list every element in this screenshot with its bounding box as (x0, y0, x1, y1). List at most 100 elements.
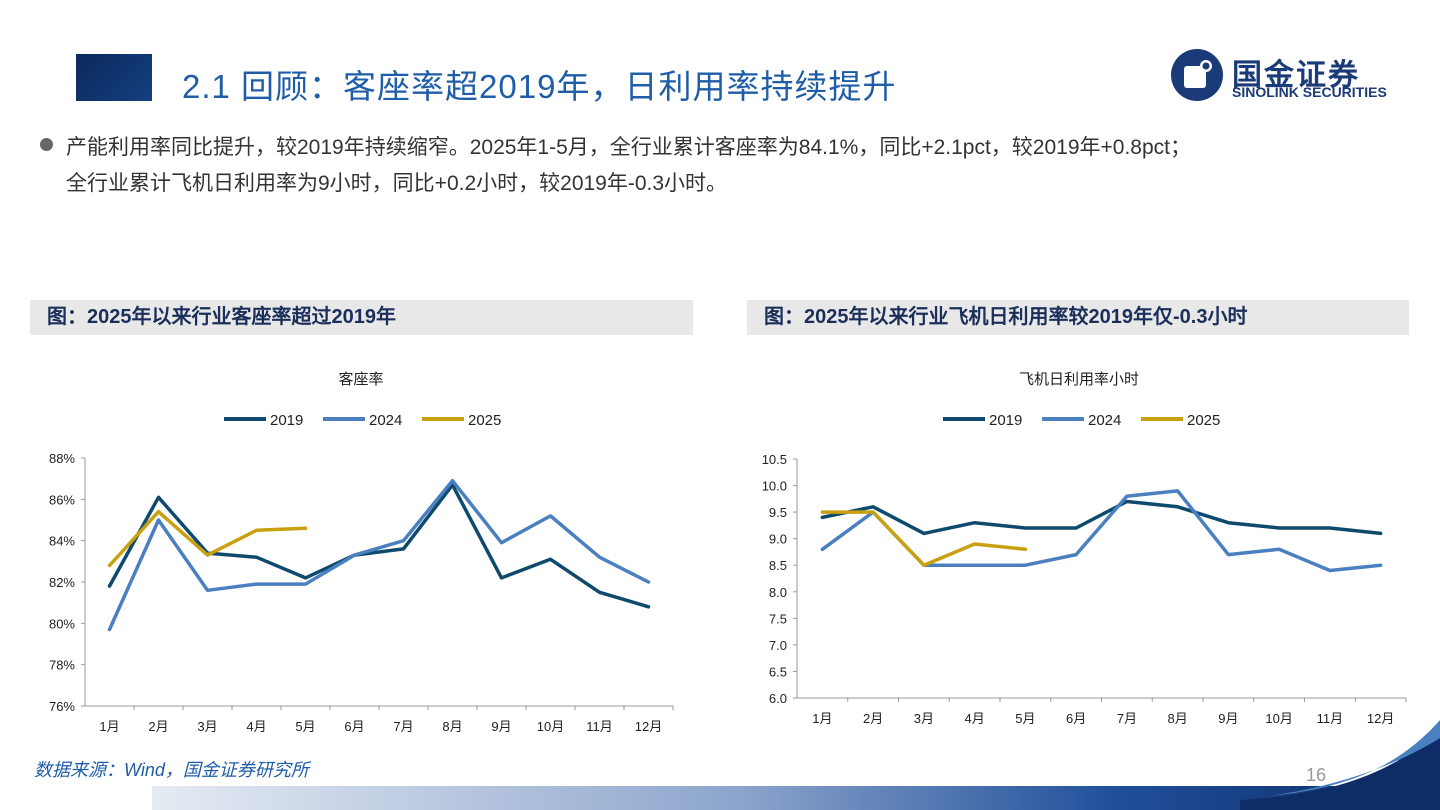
x-tick-label: 12月 (635, 719, 662, 734)
page-title: 2.1 回顾：客座率超2019年，日利用率持续提升 (182, 68, 897, 105)
x-tick-label: 12月 (1367, 711, 1394, 726)
x-tick-label: 3月 (914, 711, 934, 726)
data-point-2019 (452, 484, 453, 486)
data-point-2024 (821, 548, 823, 550)
y-tick-label: 7.0 (769, 638, 787, 653)
bullet-line-1: 产能利用率同比提升，较2019年持续缩窄。2025年1-5月，全行业累计客座率为… (66, 136, 1191, 159)
x-tick-label: 11月 (1317, 711, 1344, 726)
chart-title: 客座率 (338, 371, 383, 388)
x-tick-label: 10月 (1265, 711, 1292, 726)
data-point-2019 (1075, 527, 1077, 529)
x-tick-label: 7月 (393, 719, 413, 734)
x-tick-label: 8月 (1168, 711, 1188, 726)
data-point-2024 (1024, 564, 1026, 566)
legend-label-2024: 2024 (369, 412, 402, 429)
company-logo: 国金证券 SINOLINK SECURITIES (1170, 48, 1410, 104)
left-figure-caption: 图：2025年以来行业客座率超过2019年 (30, 300, 693, 335)
data-point-2024 (354, 554, 355, 556)
x-tick-label: 1月 (99, 719, 119, 734)
data-point-2024 (550, 515, 551, 517)
data-point-2019 (599, 591, 600, 593)
x-tick-label: 11月 (586, 719, 613, 734)
x-tick-label: 8月 (442, 719, 462, 734)
legend-label-2019: 2019 (989, 412, 1022, 429)
x-tick-label: 2月 (863, 711, 883, 726)
x-tick-label: 9月 (1218, 711, 1238, 726)
data-point-2024 (1227, 554, 1229, 556)
x-tick-label: 4月 (246, 719, 266, 734)
data-source-note: 数据来源：Wind，国金证券研究所 (34, 760, 309, 780)
title-accent-block (76, 54, 152, 101)
data-point-2019 (1278, 527, 1280, 529)
y-tick-label: 80% (49, 616, 75, 631)
y-tick-label: 86% (49, 492, 75, 507)
data-point-2019 (1177, 506, 1179, 508)
data-point-2025 (974, 543, 976, 545)
data-point-2019 (821, 516, 823, 518)
y-tick-label: 10.0 (762, 479, 787, 494)
data-point-2024 (1329, 570, 1331, 572)
data-point-2025 (872, 511, 874, 513)
data-point-2024 (1075, 554, 1077, 556)
legend-label-2024: 2024 (1088, 412, 1121, 429)
data-point-2019 (109, 585, 110, 587)
x-tick-label: 9月 (491, 719, 511, 734)
data-point-2024 (1278, 548, 1280, 550)
data-point-2024 (305, 583, 306, 585)
x-tick-label: 3月 (197, 719, 217, 734)
data-point-2024 (1126, 495, 1128, 497)
data-point-2025 (305, 527, 306, 529)
aircraft-utilization-chart: 飞机日利用率小时 2019 2024 2025 6.0 6.5 7.0 7.5 8.0 8.5 9.… (762, 371, 1407, 726)
logo-chinese-name: 国金证券 (1232, 59, 1360, 92)
data-point-2019 (305, 577, 306, 579)
data-point-2024 (599, 556, 600, 558)
data-point-2024 (1380, 564, 1382, 566)
data-point-2024 (403, 540, 404, 542)
y-tick-label: 76% (49, 699, 75, 714)
page-number: 16 (1306, 765, 1327, 785)
y-tick-label: 8.5 (769, 558, 787, 573)
x-tick-label: 10月 (537, 719, 564, 734)
data-point-2019 (923, 532, 925, 534)
bullet-dot-icon (40, 138, 53, 151)
legend-label-2025: 2025 (468, 412, 501, 429)
y-tick-label: 6.0 (769, 691, 787, 706)
legend-label-2019: 2019 (270, 412, 303, 429)
series-line-2025 (820, 510, 1028, 567)
series-line-2024 (107, 478, 651, 632)
chart-title: 飞机日利用率小时 (1019, 371, 1139, 388)
data-point-2019 (1380, 532, 1382, 534)
x-tick-label: 6月 (344, 719, 364, 734)
data-point-2019 (1126, 500, 1128, 502)
data-point-2025 (256, 529, 257, 531)
data-point-2024 (1177, 490, 1179, 492)
data-point-2024 (648, 581, 649, 583)
data-point-2019 (1329, 527, 1331, 529)
data-point-2019 (648, 606, 649, 608)
data-point-2019 (158, 496, 159, 498)
y-tick-label: 9.5 (769, 505, 787, 520)
data-point-2019 (501, 577, 502, 579)
sinolink-logo-icon (1171, 49, 1223, 101)
data-point-2019 (974, 522, 976, 524)
x-tick-label: 2月 (148, 719, 168, 734)
data-point-2019 (403, 548, 404, 550)
data-point-2025 (207, 554, 208, 556)
logo-english-name: SINOLINK SECURITIES (1232, 84, 1387, 100)
y-tick-label: 88% (49, 451, 75, 466)
data-point-2019 (872, 506, 874, 508)
load-factor-chart: 客座率 2019 2024 2025 76% 78% 80% 82% 84% 86% 88% 1月 2月… (49, 371, 674, 734)
data-point-2025 (821, 511, 823, 513)
y-tick-label: 10.5 (762, 452, 787, 467)
data-point-2025 (1024, 548, 1026, 550)
footer-bar (152, 786, 1440, 810)
data-point-2024 (974, 564, 976, 566)
x-tick-label: 5月 (295, 719, 315, 734)
data-point-2024 (109, 629, 110, 631)
series-line-2019 (107, 483, 651, 609)
data-point-2019 (550, 558, 551, 560)
x-tick-label: 4月 (965, 711, 985, 726)
series-line-2025 (107, 509, 308, 568)
x-tick-label: 6月 (1066, 711, 1086, 726)
y-tick-label: 7.5 (769, 611, 787, 626)
